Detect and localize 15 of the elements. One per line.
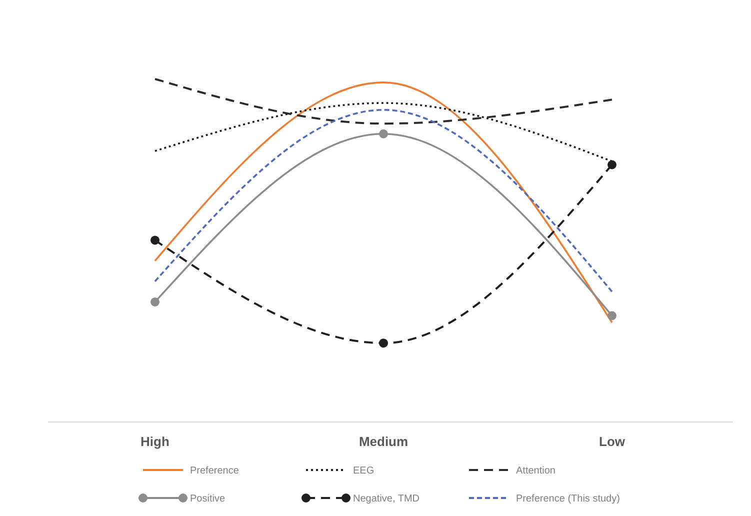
point — [150, 297, 160, 306]
legend-label: Negative, TMD — [353, 494, 420, 504]
x-tick-label: Medium — [358, 434, 408, 449]
point — [608, 160, 616, 170]
point — [379, 129, 388, 138]
legend-label: Preference — [190, 466, 240, 476]
point — [150, 236, 160, 245]
x-tick-label: High — [140, 434, 170, 449]
legend-label: Positive — [190, 494, 226, 504]
legend-label: Preference (This study) — [516, 494, 620, 504]
point — [608, 311, 616, 320]
x-tick-label: Low — [599, 434, 626, 449]
legend-label: EEG — [353, 466, 374, 476]
legend-label: Attention — [516, 466, 556, 476]
point — [379, 338, 388, 348]
